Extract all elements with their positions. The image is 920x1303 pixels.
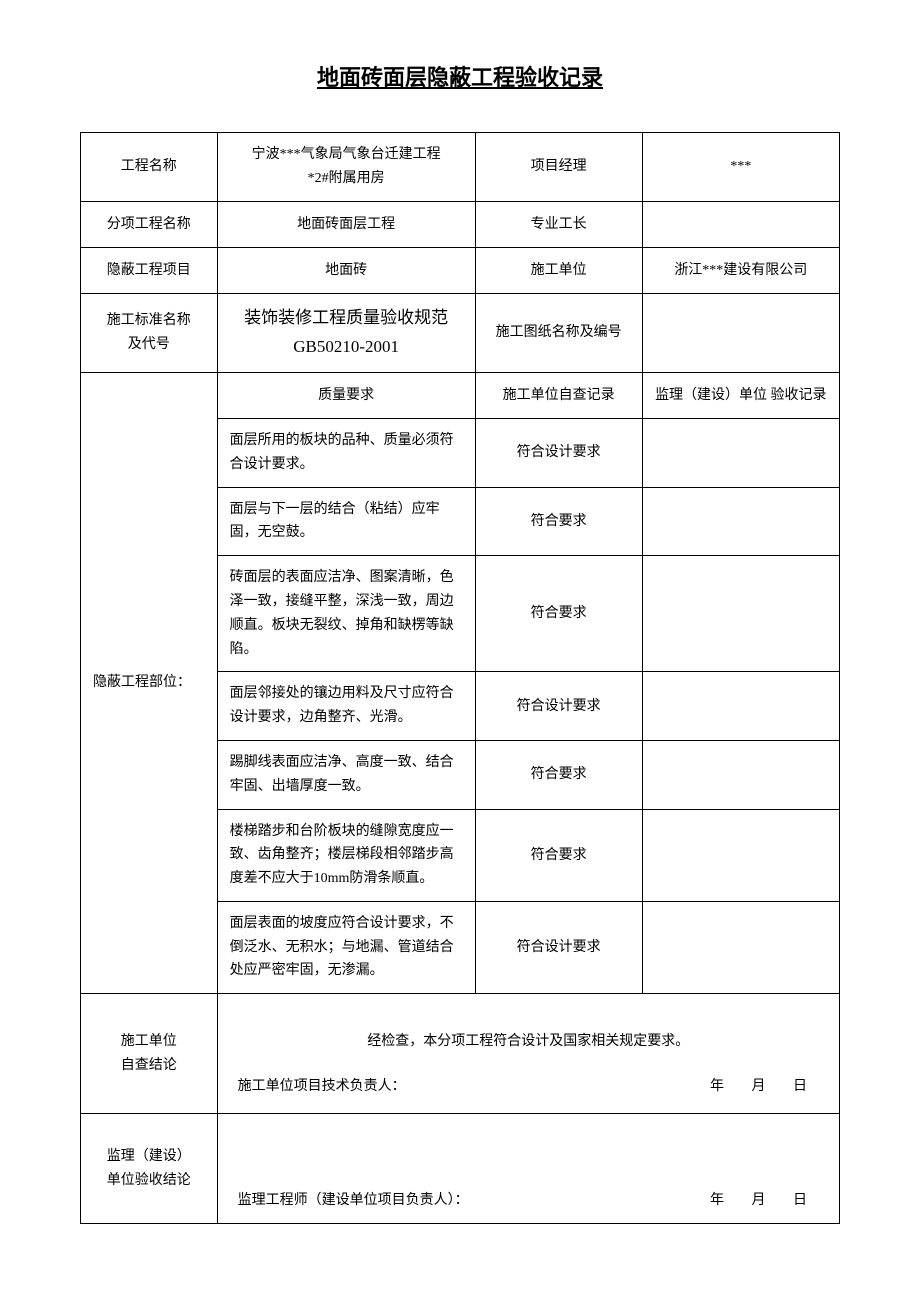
table-row: 监理（建设） 单位验收结论 监理工程师（建设单位项目负责人）： 年 月 日 bbox=[81, 1114, 840, 1224]
supervision-header: 监理（建设）单位 验收记录 bbox=[642, 372, 839, 418]
supervision-cell bbox=[642, 740, 839, 809]
self-conclusion-label: 施工单位 自查结论 bbox=[81, 994, 218, 1114]
table-row: 施工单位 自查结论 经检查，本分项工程符合设计及国家相关规定要求。 施工单位项目… bbox=[81, 994, 840, 1114]
quality-req-cell: 踢脚线表面应洁净、高度一致、结合牢固、出墙厚度一致。 bbox=[217, 740, 475, 809]
date-fields: 年 月 日 bbox=[698, 1188, 819, 1213]
drawing-name-value bbox=[642, 293, 839, 372]
page-title: 地面砖面层隐蔽工程验收记录 bbox=[80, 60, 840, 92]
supervision-cell bbox=[642, 809, 839, 901]
supervision-cell bbox=[642, 672, 839, 741]
month-label: 月 bbox=[752, 1079, 766, 1094]
quality-req-header: 质量要求 bbox=[217, 372, 475, 418]
table-row: 隐蔽工程部位： 质量要求 施工单位自查记录 监理（建设）单位 验收记录 bbox=[81, 372, 840, 418]
supervision-cell bbox=[642, 487, 839, 556]
self-check-cell: 符合设计要求 bbox=[475, 901, 642, 993]
self-check-cell: 符合设计要求 bbox=[475, 672, 642, 741]
date-fields: 年 月 日 bbox=[698, 1074, 819, 1099]
drawing-name-label: 施工图纸名称及编号 bbox=[475, 293, 642, 372]
supervision-cell bbox=[642, 418, 839, 487]
month-label: 月 bbox=[752, 1193, 766, 1208]
project-name-label: 工程名称 bbox=[81, 133, 218, 202]
quality-req-cell: 面层邻接处的镶边用料及尺寸应符合设计要求，边角整齐、光滑。 bbox=[217, 672, 475, 741]
subproject-name-value: 地面砖面层工程 bbox=[217, 201, 475, 247]
table-row: 施工标准名称 及代号 装饰装修工程质量验收规范 GB50210-2001 施工图… bbox=[81, 293, 840, 372]
quality-req-cell: 面层与下一层的结合（粘结）应牢固，无空鼓。 bbox=[217, 487, 475, 556]
foreman-value bbox=[642, 201, 839, 247]
signer-label: 施工单位项目技术负责人： bbox=[238, 1074, 406, 1099]
acceptance-record-table: 工程名称 宁波***气象局气象台迁建工程 *2#附属用房 项目经理 *** 分项… bbox=[80, 132, 840, 1224]
standard-name-label: 施工标准名称 及代号 bbox=[81, 293, 218, 372]
day-label: 日 bbox=[793, 1079, 807, 1094]
table-row: 分项工程名称 地面砖面层工程 专业工长 bbox=[81, 201, 840, 247]
signer-label: 监理工程师（建设单位项目负责人）： bbox=[238, 1188, 469, 1213]
self-conclusion-text: 经检查，本分项工程符合设计及国家相关规定要求。 bbox=[238, 1029, 819, 1054]
signature-line: 监理工程师（建设单位项目负责人）： 年 月 日 bbox=[238, 1188, 819, 1213]
self-check-cell: 符合设计要求 bbox=[475, 418, 642, 487]
quality-req-cell: 楼梯踏步和台阶板块的缝隙宽度应一致、齿角整齐；楼层梯段相邻踏步高度差不应大于10… bbox=[217, 809, 475, 901]
table-row: 隐蔽工程项目 地面砖 施工单位 浙江***建设有限公司 bbox=[81, 247, 840, 293]
table-row: 工程名称 宁波***气象局气象台迁建工程 *2#附属用房 项目经理 *** bbox=[81, 133, 840, 202]
project-manager-label: 项目经理 bbox=[475, 133, 642, 202]
supervision-conclusion-label: 监理（建设） 单位验收结论 bbox=[81, 1114, 218, 1224]
self-check-cell: 符合要求 bbox=[475, 809, 642, 901]
project-name-value: 宁波***气象局气象台迁建工程 *2#附属用房 bbox=[217, 133, 475, 202]
year-label: 年 bbox=[710, 1193, 724, 1208]
self-conclusion-cell: 经检查，本分项工程符合设计及国家相关规定要求。 施工单位项目技术负责人： 年 月… bbox=[217, 994, 839, 1114]
signature-line: 施工单位项目技术负责人： 年 月 日 bbox=[238, 1074, 819, 1099]
self-check-cell: 符合要求 bbox=[475, 487, 642, 556]
concealed-item-value: 地面砖 bbox=[217, 247, 475, 293]
self-check-header: 施工单位自查记录 bbox=[475, 372, 642, 418]
quality-req-cell: 面层所用的板块的品种、质量必须符合设计要求。 bbox=[217, 418, 475, 487]
standard-name-value: 装饰装修工程质量验收规范 GB50210-2001 bbox=[217, 293, 475, 372]
supervision-cell bbox=[642, 901, 839, 993]
foreman-label: 专业工长 bbox=[475, 201, 642, 247]
construction-unit-label: 施工单位 bbox=[475, 247, 642, 293]
day-label: 日 bbox=[793, 1193, 807, 1208]
quality-req-cell: 面层表面的坡度应符合设计要求，不倒泛水、无积水；与地漏、管道结合处应严密牢固，无… bbox=[217, 901, 475, 993]
concealed-part-label: 隐蔽工程部位： bbox=[81, 372, 218, 994]
supervision-cell bbox=[642, 556, 839, 672]
subproject-name-label: 分项工程名称 bbox=[81, 201, 218, 247]
project-manager-value: *** bbox=[642, 133, 839, 202]
concealed-item-label: 隐蔽工程项目 bbox=[81, 247, 218, 293]
construction-unit-value: 浙江***建设有限公司 bbox=[642, 247, 839, 293]
self-check-cell: 符合要求 bbox=[475, 740, 642, 809]
self-check-cell: 符合要求 bbox=[475, 556, 642, 672]
year-label: 年 bbox=[710, 1079, 724, 1094]
quality-req-cell: 砖面层的表面应洁净、图案清晰，色泽一致，接缝平整，深浅一致，周边顺直。板块无裂纹… bbox=[217, 556, 475, 672]
supervision-conclusion-cell: 监理工程师（建设单位项目负责人）： 年 月 日 bbox=[217, 1114, 839, 1224]
